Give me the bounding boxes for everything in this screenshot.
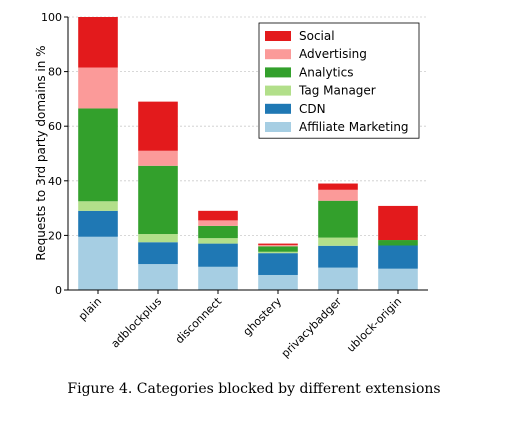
bar-plain-tag-manager bbox=[78, 201, 118, 211]
bar-plain-cdn bbox=[78, 210, 118, 237]
x-tick-label-ghostery: ghostery bbox=[241, 295, 285, 339]
bar-plain-social bbox=[78, 17, 118, 68]
bar-ghostery-affiliate-marketing bbox=[258, 274, 298, 290]
bar-disconnect-cdn bbox=[198, 243, 238, 267]
legend-label-tag-manager: Tag Manager bbox=[298, 84, 376, 98]
bar-privacybadger-tag-manager bbox=[318, 237, 358, 246]
bar-disconnect-social bbox=[198, 210, 238, 221]
legend-swatch-affiliate-marketing bbox=[265, 122, 291, 132]
bar-adblockplus-social bbox=[138, 101, 178, 151]
legend-swatch-social bbox=[265, 31, 291, 41]
bar-adblockplus-tag-manager bbox=[138, 234, 178, 243]
bar-ublock-origin-affiliate-marketing bbox=[378, 268, 418, 290]
y-tick-labels: 0 20 40 60 80 100 bbox=[41, 11, 68, 297]
x-tick-label-adblockplus: adblockplus bbox=[109, 295, 165, 351]
bar-ghostery-advertising bbox=[258, 244, 298, 247]
bar-privacybadger-advertising bbox=[318, 189, 358, 201]
bar-plain-affiliate-marketing bbox=[78, 236, 118, 290]
legend: Social Advertising Analytics Tag Manager CDN… bbox=[258, 22, 420, 139]
legend-label-advertising: Advertising bbox=[299, 47, 367, 61]
bar-adblockplus-affiliate-marketing bbox=[138, 264, 178, 290]
bar-disconnect-analytics bbox=[198, 225, 238, 239]
bar-ghostery-cdn bbox=[258, 253, 298, 275]
x-tick-label-plain: plain bbox=[76, 295, 104, 323]
legend-swatch-cdn bbox=[265, 103, 291, 114]
bar-adblockplus-analytics bbox=[138, 165, 178, 235]
bar-adblockplus-cdn bbox=[138, 242, 178, 265]
axes bbox=[67, 17, 428, 291]
bar-plain-advertising bbox=[78, 67, 118, 109]
bar-adblockplus-advertising bbox=[138, 150, 178, 166]
bar-privacybadger-social bbox=[318, 183, 358, 190]
legend-label-analytics: Analytics bbox=[299, 65, 354, 79]
bars bbox=[78, 17, 418, 290]
legend-label-social: Social bbox=[299, 29, 335, 43]
figure-caption: Figure 4. Categories blocked by differen… bbox=[67, 381, 441, 397]
legend-swatch-advertising bbox=[265, 49, 291, 60]
bar-disconnect-tag-manager bbox=[198, 238, 238, 244]
bar-disconnect-affiliate-marketing bbox=[198, 266, 238, 290]
bar-ghostery-tag-manager bbox=[258, 251, 298, 254]
x-tick-label-ublock-origin: ublock-origin bbox=[344, 295, 404, 355]
y-axis-label: Requests to 3rd party domains in % bbox=[34, 45, 48, 260]
bar-privacybadger-affiliate-marketing bbox=[318, 267, 358, 290]
bar-disconnect-advertising bbox=[198, 220, 238, 226]
bar-privacybadger-analytics bbox=[318, 200, 358, 238]
x-tick-label-privacybadger: privacybadger bbox=[279, 295, 345, 361]
legend-label-cdn: CDN bbox=[299, 102, 326, 116]
legend-box bbox=[258, 22, 420, 139]
bar-ublock-origin-analytics bbox=[378, 240, 418, 246]
y-tick-label: 80 bbox=[48, 66, 62, 79]
y-tick-label: 60 bbox=[48, 120, 62, 133]
x-tick-label-disconnect: disconnect bbox=[173, 294, 225, 346]
x-tick-labels: plain adblockplus disconnect ghosteryprivac… bbox=[76, 290, 404, 360]
y-tick-label: 20 bbox=[48, 229, 62, 242]
bar-privacybadger-cdn bbox=[318, 245, 358, 268]
y-tick-label: 40 bbox=[48, 175, 62, 188]
bar-ublock-origin-cdn bbox=[378, 245, 418, 269]
bar-ublock-origin-social bbox=[378, 205, 418, 241]
legend-swatch-analytics bbox=[265, 67, 291, 78]
bar-ghostery-analytics bbox=[258, 246, 298, 252]
legend-swatch-tag-manager bbox=[265, 85, 291, 96]
bar-ghostery-social bbox=[258, 243, 298, 245]
y-tick-label: 0 bbox=[55, 284, 62, 297]
y-tick-label: 100 bbox=[41, 11, 62, 24]
bar-plain-analytics bbox=[78, 108, 118, 202]
legend-label-affiliate-marketing: Affiliate Marketing bbox=[299, 120, 409, 134]
